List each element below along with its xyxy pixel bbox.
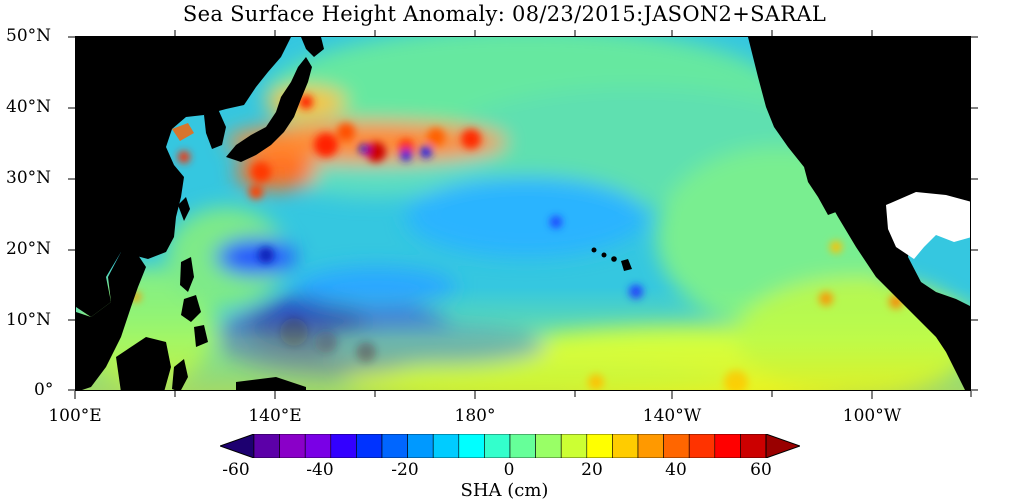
lat-label-30n: 30°N: [6, 168, 52, 188]
lon-label-140w: 140°W: [642, 406, 702, 426]
colorbar-cell: [612, 434, 639, 458]
colorbar-cell: [560, 434, 588, 458]
colorbar-cell: [407, 434, 434, 458]
colorbar-cell: [740, 434, 767, 458]
colorbar-cell: [330, 434, 357, 458]
colorbar-cell: [432, 434, 460, 458]
colorbar-cell: [458, 434, 485, 458]
lat-label-10n: 10°N: [6, 310, 52, 330]
colorbar-cell: [586, 434, 613, 458]
colorbar-cell: [304, 434, 332, 458]
colorbar-cell: [356, 434, 383, 458]
sha-map-canvas: [76, 37, 970, 390]
colorbar-cell: [688, 434, 716, 458]
colorbar-tick-minus40: -40: [306, 460, 334, 480]
colorbar-title: SHA (cm): [460, 480, 549, 501]
colorbar-cell: [484, 434, 511, 458]
colorbar-cell: [253, 434, 280, 458]
map-title: Sea Surface Height Anomaly: 08/23/2015:J…: [182, 2, 827, 26]
lat-label-40n: 40°N: [6, 97, 52, 117]
lon-label-180: 180°: [454, 406, 496, 426]
lon-label-140e: 140°E: [248, 406, 302, 426]
colorbar-cell: [714, 434, 741, 458]
colorbar-tick-40: 40: [665, 460, 687, 480]
land: [76, 37, 970, 390]
gulf-of-mexico: [886, 192, 970, 259]
lat-label-20n: 20°N: [6, 239, 52, 259]
colorbar-cell: [535, 434, 562, 458]
colorbar-min-arrow: [220, 434, 255, 458]
colorbar-cell: [663, 434, 690, 458]
lat-label-equator: 0°: [34, 380, 54, 400]
colorbar-tick-20: 20: [581, 460, 603, 480]
sha-map: [75, 36, 971, 391]
colorbar-max-arrow: [765, 434, 800, 458]
colorbar-tick-minus60: -60: [222, 460, 250, 480]
colorbar-tick-minus20: -20: [391, 460, 419, 480]
lon-label-100w: 100°W: [842, 406, 902, 426]
colorbar-cell: [279, 434, 306, 458]
colorbar: [220, 434, 800, 458]
lon-label-100e: 100°E: [48, 406, 102, 426]
colorbar-cell: [637, 434, 664, 458]
colorbar-tick-0: 0: [503, 460, 515, 480]
colorbar-cell: [381, 434, 408, 458]
colorbar-cell: [509, 434, 536, 458]
colorbar-tick-60: 60: [750, 460, 772, 480]
lat-label-50n: 50°N: [6, 26, 52, 46]
